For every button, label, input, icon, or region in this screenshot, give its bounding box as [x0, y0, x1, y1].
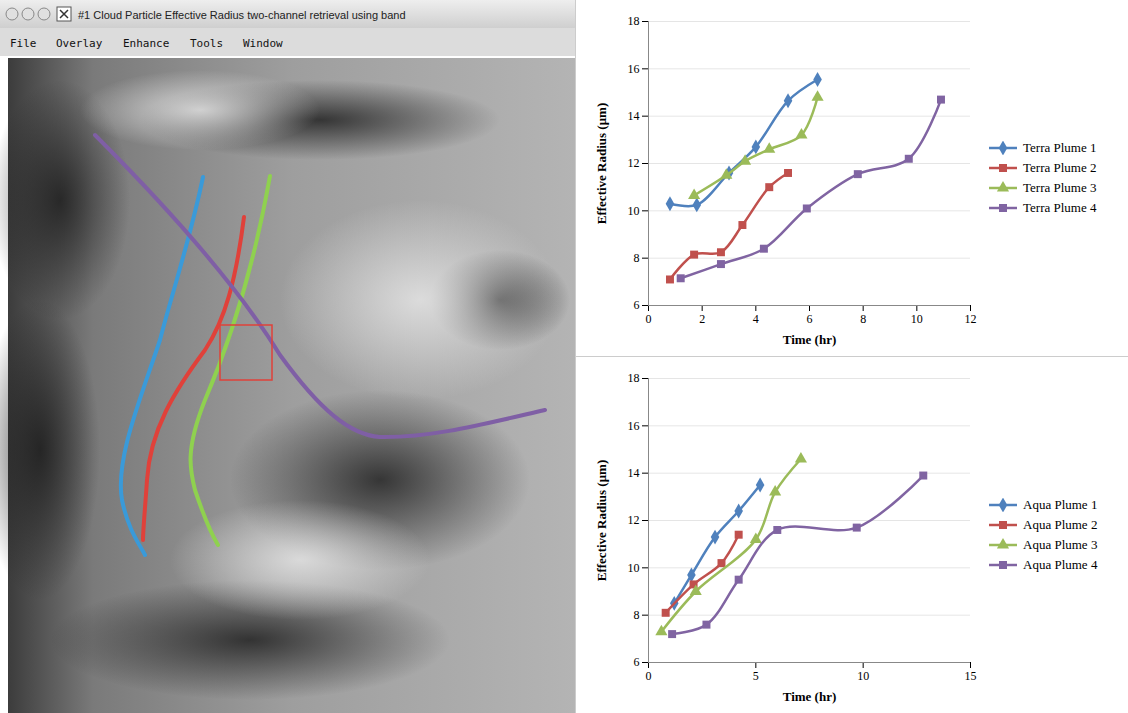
svg-text:10: 10	[911, 312, 923, 326]
svg-text:8: 8	[634, 608, 640, 622]
html-text:Terra Plume 3: Terra Plume 3	[1023, 180, 1097, 195]
svg-text:Time (hr): Time (hr)	[783, 688, 837, 703]
html-text:Terra Plume 2: Terra Plume 2	[1023, 160, 1097, 175]
svg-text:5: 5	[753, 669, 759, 683]
svg-text:File: File	[10, 37, 37, 50]
svg-text:4: 4	[753, 312, 759, 326]
svg-text:Window: Window	[243, 37, 283, 50]
svg-text:18: 18	[628, 14, 640, 28]
svg-text:Overlay: Overlay	[56, 37, 103, 50]
svg-text:16: 16	[628, 62, 640, 76]
svg-text:10: 10	[628, 204, 640, 218]
html-text:Aqua Plume 1: Aqua Plume 1	[1023, 496, 1098, 512]
svg-text:8: 8	[634, 251, 640, 265]
svg-text:18: 18	[628, 371, 640, 385]
svg-text:0: 0	[646, 312, 652, 326]
svg-text:12: 12	[965, 312, 977, 326]
svg-text:2: 2	[699, 312, 705, 326]
svg-text:Tools: Tools	[190, 37, 223, 50]
svg-text:#1 Cloud Particle Effective Ra: #1 Cloud Particle Effective Radius two-c…	[78, 9, 406, 21]
svg-text:16: 16	[628, 418, 640, 432]
svg-text:6: 6	[634, 655, 640, 669]
svg-text:14: 14	[628, 109, 640, 123]
svg-text:14: 14	[628, 466, 640, 480]
svg-text:0: 0	[646, 669, 652, 683]
svg-text:Effective Radius (μm): Effective Radius (μm)	[594, 103, 609, 224]
svg-text:Time (hr): Time (hr)	[783, 332, 837, 347]
svg-text:8: 8	[860, 312, 866, 326]
svg-text:12: 12	[628, 513, 640, 527]
svg-text:6: 6	[807, 312, 813, 326]
svg-text:15: 15	[965, 669, 977, 683]
html-text:Terra Plume 1: Terra Plume 1	[1023, 140, 1097, 155]
html-text:Terra Plume 4: Terra Plume 4	[1023, 200, 1097, 215]
svg-text:6: 6	[634, 298, 640, 312]
svg-text:12: 12	[628, 156, 640, 170]
svg-text:10: 10	[857, 669, 869, 683]
html-text:Aqua Plume 3: Aqua Plume 3	[1023, 536, 1098, 552]
svg-text:Enhance: Enhance	[123, 37, 169, 50]
svg-text:Effective Radius (μm): Effective Radius (μm)	[594, 459, 609, 580]
html-text:Aqua Plume 2: Aqua Plume 2	[1023, 516, 1098, 532]
svg-text:10: 10	[628, 560, 640, 574]
html-text:Aqua Plume 4: Aqua Plume 4	[1023, 556, 1098, 572]
